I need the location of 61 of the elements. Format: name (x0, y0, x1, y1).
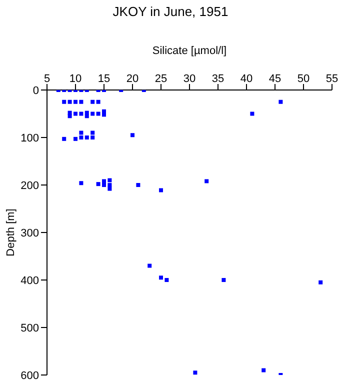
point (164, 278, 169, 282)
point (102, 179, 106, 184)
x-tick-label: 5 (44, 73, 50, 85)
point (79, 130, 84, 135)
x-tick-label: 25 (154, 73, 168, 85)
y-axis-title: Depth [m] (4, 208, 17, 256)
point (102, 183, 106, 187)
point (90, 130, 95, 135)
x-axis-title: Silicate [µmol/l] (152, 44, 227, 57)
y-tick-label: 300 (20, 227, 39, 240)
point (79, 181, 84, 186)
point (90, 100, 95, 104)
x-tick-label: 15 (98, 73, 110, 85)
point (159, 276, 163, 280)
point (84, 136, 89, 140)
point (79, 112, 84, 116)
x-tick-label: 50 (297, 73, 310, 85)
point (108, 186, 112, 191)
x-tick-label: 30 (183, 73, 196, 85)
point (96, 112, 100, 116)
x-tick-label: 10 (69, 73, 82, 85)
x-tick-label: 55 (326, 73, 338, 85)
point (96, 182, 100, 186)
point (62, 136, 66, 141)
point (262, 368, 266, 372)
point (148, 264, 152, 268)
point (193, 370, 198, 375)
point (84, 114, 89, 118)
point (278, 100, 283, 104)
point (74, 100, 78, 104)
point (74, 112, 78, 116)
point (108, 178, 112, 182)
y-tick-label: 0 (32, 84, 39, 97)
point (108, 183, 112, 187)
point (90, 136, 95, 140)
point (136, 183, 140, 187)
point (318, 280, 323, 284)
point (250, 112, 254, 116)
point (79, 100, 84, 104)
point (79, 136, 84, 140)
x-tick-label: 45 (268, 73, 282, 85)
point (74, 136, 78, 141)
y-tick-label: 600 (20, 370, 39, 382)
point (68, 114, 72, 118)
y-tick-label: 500 (20, 322, 39, 334)
chart-title: JKOY in June, 1951 (112, 4, 230, 19)
point (68, 100, 72, 104)
x-tick-label: 40 (240, 73, 253, 85)
y-tick-label: 400 (20, 274, 39, 287)
point (90, 112, 95, 116)
point (159, 188, 163, 192)
x-tick-label: 35 (212, 73, 224, 85)
x-tick-label: 20 (126, 73, 139, 85)
point (96, 100, 100, 104)
point (130, 133, 134, 138)
point (222, 278, 226, 282)
point (204, 179, 209, 184)
point (62, 100, 66, 104)
y-tick-label: 100 (20, 132, 39, 144)
point (102, 112, 106, 117)
y-tick-label: 200 (20, 180, 39, 192)
